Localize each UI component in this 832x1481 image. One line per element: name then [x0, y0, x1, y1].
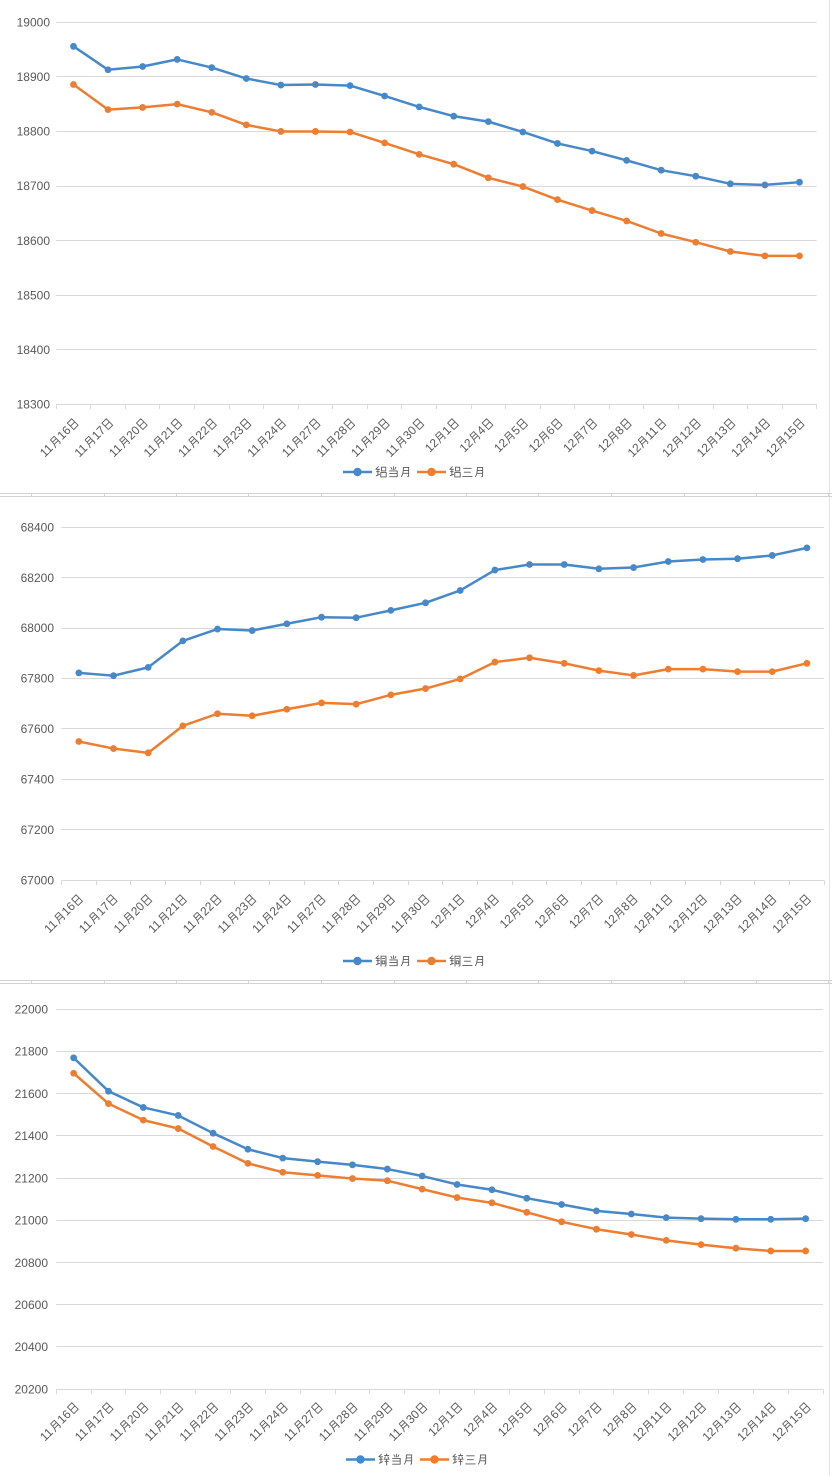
- svg-text:21200: 21200: [15, 1171, 49, 1185]
- svg-text:18800: 18800: [17, 125, 51, 139]
- svg-text:21400: 21400: [15, 1129, 49, 1143]
- svg-text:68200: 68200: [21, 571, 55, 585]
- svg-text:67200: 67200: [21, 823, 55, 837]
- svg-text:20200: 20200: [15, 1382, 49, 1396]
- svg-text:20800: 20800: [15, 1256, 49, 1270]
- svg-text:18600: 18600: [17, 234, 51, 248]
- svg-text:22000: 22000: [15, 1003, 49, 1017]
- svg-text:67400: 67400: [21, 773, 55, 787]
- svg-text:18700: 18700: [17, 179, 51, 193]
- svg-text:18900: 18900: [17, 70, 51, 84]
- svg-text:21800: 21800: [15, 1045, 49, 1059]
- svg-text:68000: 68000: [21, 621, 55, 635]
- svg-text:21600: 21600: [15, 1087, 49, 1101]
- svg-text:20400: 20400: [15, 1340, 49, 1354]
- svg-text:67600: 67600: [21, 722, 55, 736]
- svg-text:18500: 18500: [17, 288, 51, 302]
- svg-text:18400: 18400: [17, 343, 51, 357]
- svg-text:67800: 67800: [21, 672, 55, 686]
- svg-text:68400: 68400: [21, 520, 55, 534]
- svg-text:21000: 21000: [15, 1214, 49, 1228]
- svg-text:19000: 19000: [17, 16, 51, 30]
- svg-text:18300: 18300: [17, 397, 51, 411]
- svg-text:20600: 20600: [15, 1298, 49, 1312]
- svg-text:67000: 67000: [21, 873, 55, 887]
